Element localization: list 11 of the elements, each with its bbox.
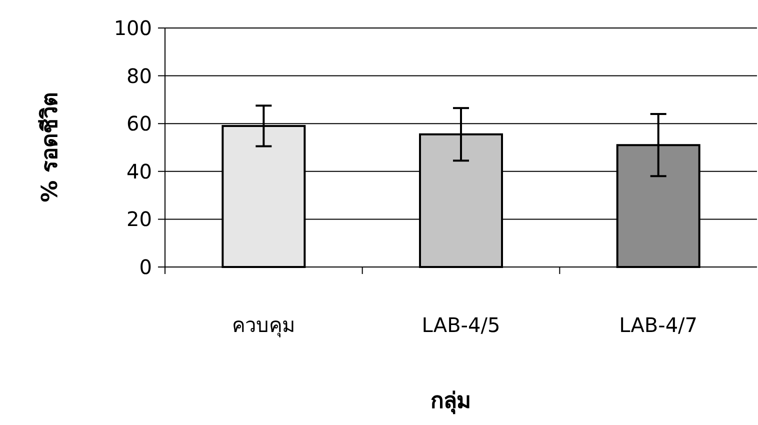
y-tick-label: 100 bbox=[114, 16, 152, 40]
x-tick-label: LAB-4/5 bbox=[422, 313, 500, 337]
y-axis-title: % รอดชีวิต bbox=[38, 92, 63, 202]
y-tick-label: 60 bbox=[126, 112, 152, 136]
y-tick-label: 20 bbox=[126, 207, 152, 232]
x-tick-label: ควบคุม bbox=[232, 313, 296, 338]
y-tick-label: 40 bbox=[126, 159, 152, 184]
y-tick-label: 80 bbox=[126, 64, 152, 88]
x-tick-label: LAB-4/7 bbox=[619, 313, 698, 337]
y-tick-label: 0 bbox=[139, 255, 152, 279]
x-axis-title: กลุ่ม bbox=[430, 389, 472, 415]
